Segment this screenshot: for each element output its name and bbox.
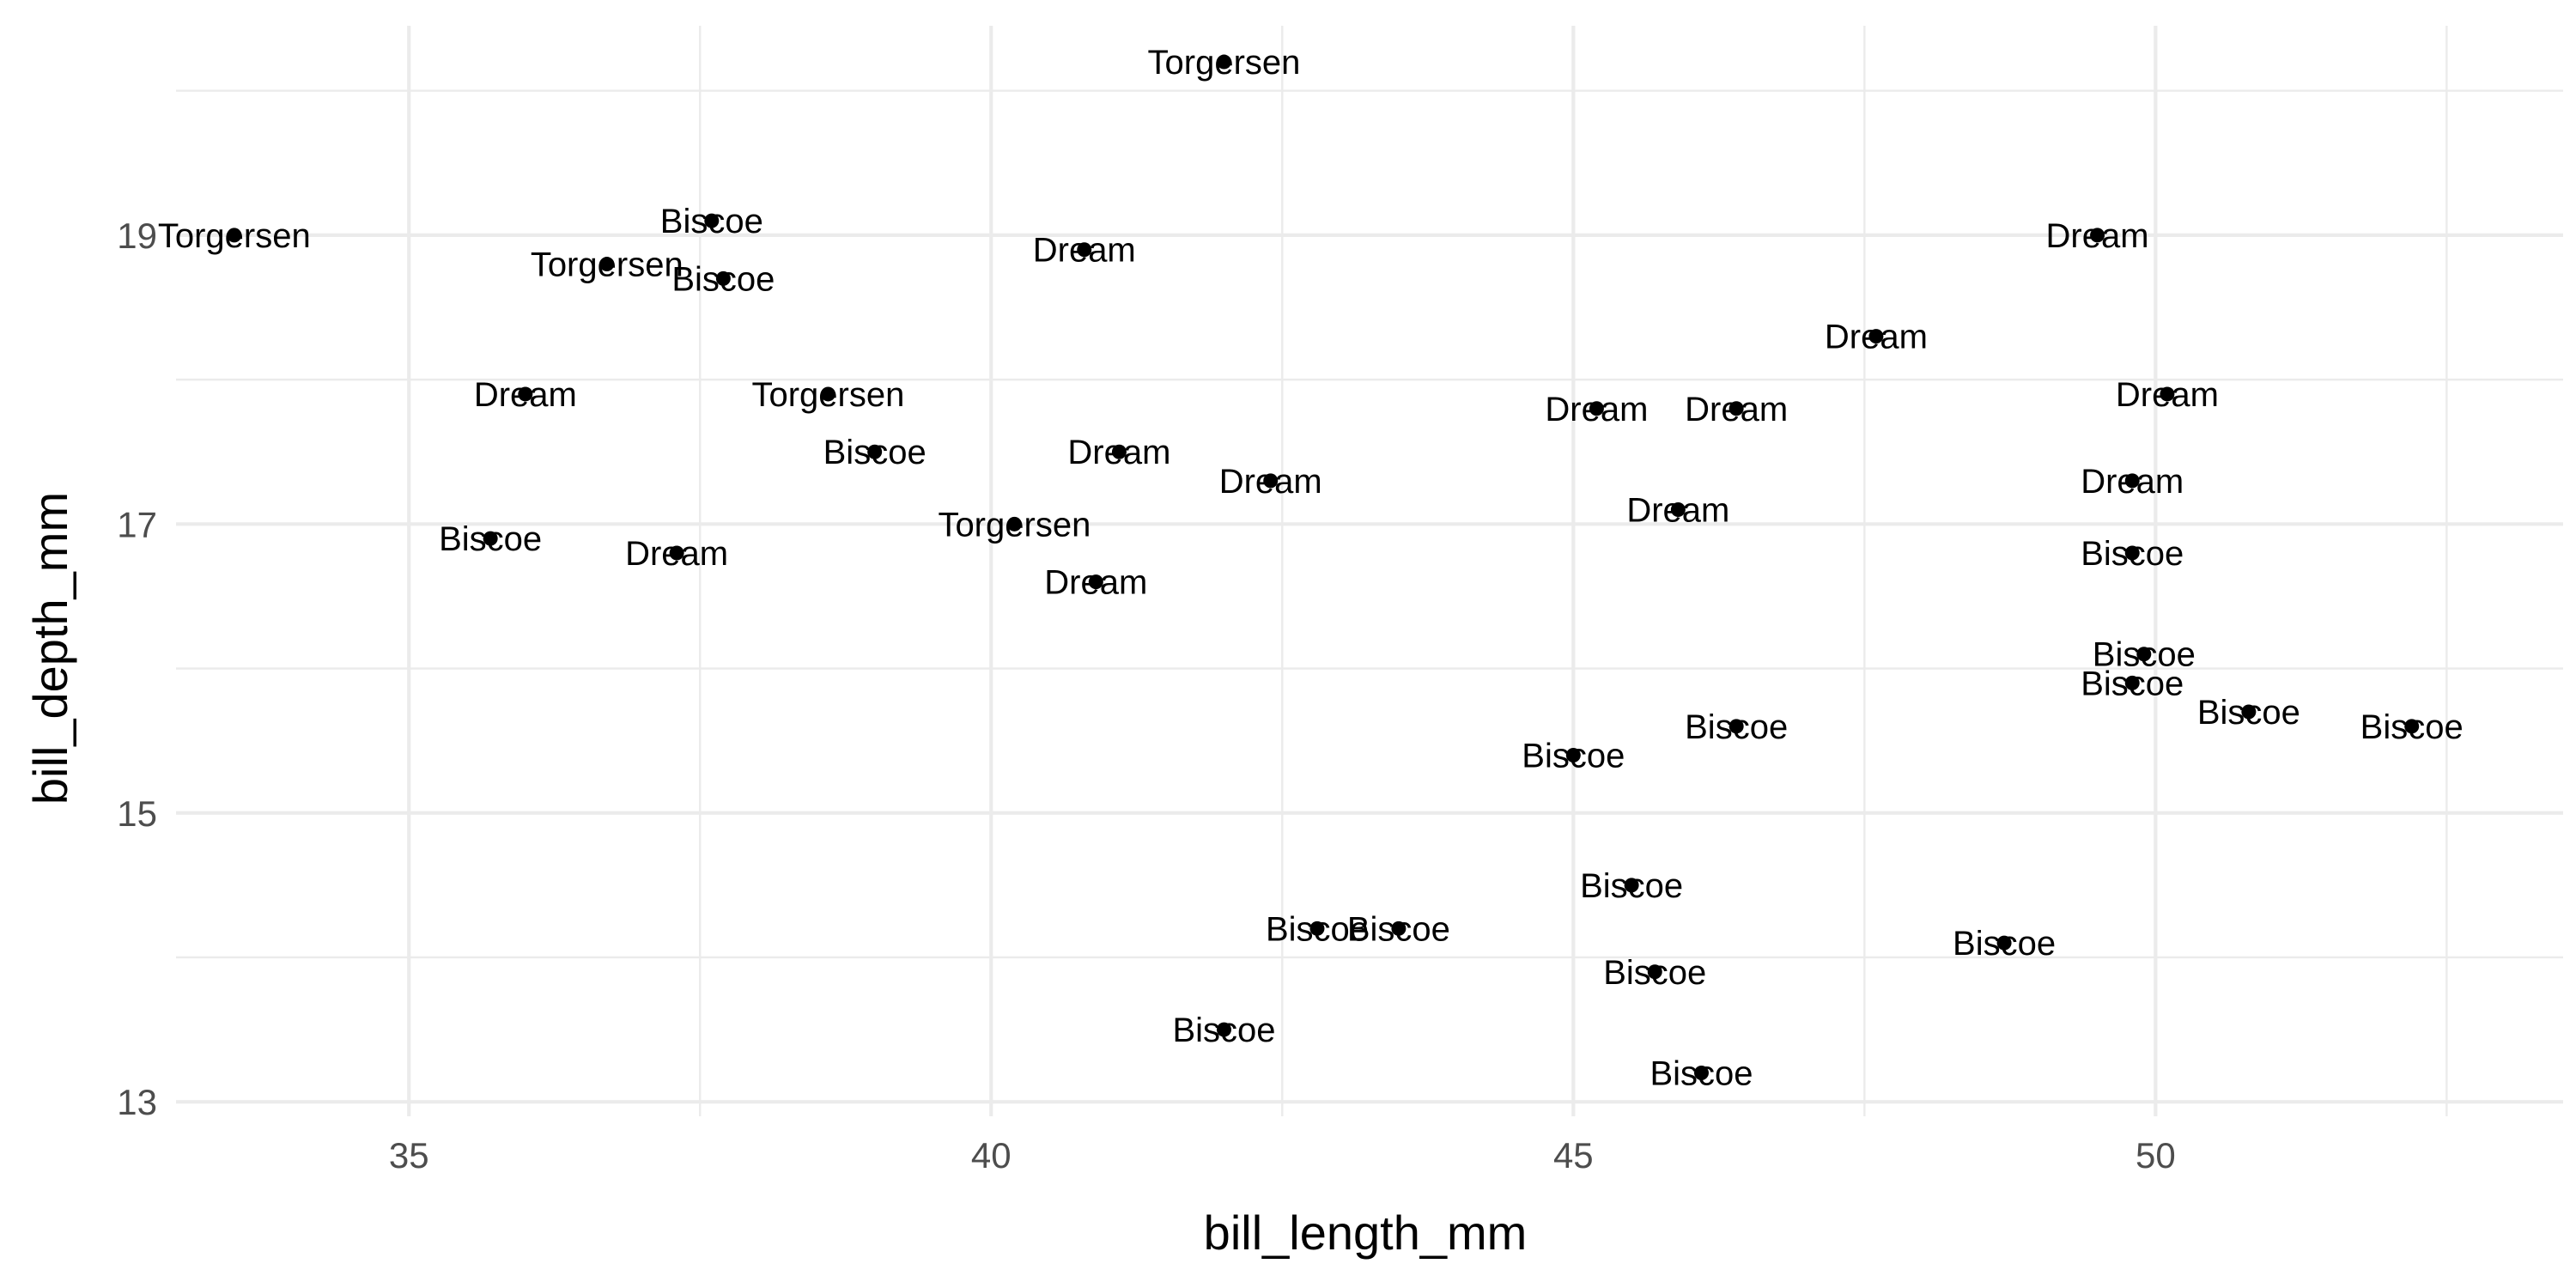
point-label: Biscoe <box>439 520 542 558</box>
data-point <box>669 545 684 561</box>
point-label: Biscoe <box>2360 708 2464 746</box>
data-point <box>2160 386 2175 402</box>
point-label: Biscoe <box>2093 636 2196 674</box>
point-label: Dream <box>1044 564 1147 602</box>
x-tick-label: 50 <box>2136 1135 2176 1176</box>
point-label: Biscoe <box>1685 708 1788 746</box>
data-point <box>1565 747 1581 762</box>
y-axis-tick-labels: 13 15 17 19 <box>117 216 157 1122</box>
data-point <box>2241 704 2257 720</box>
data-point <box>1111 444 1127 459</box>
x-tick-label: 45 <box>1553 1135 1594 1176</box>
point-label: Dream <box>1219 463 1322 501</box>
data-point <box>483 531 498 546</box>
y-tick-label: 15 <box>117 793 157 834</box>
data-point <box>2404 719 2420 734</box>
data-point <box>1996 935 2012 951</box>
point-label: Dream <box>1067 434 1170 471</box>
point-label: Biscoe <box>1522 737 1625 775</box>
data-point <box>1263 473 1279 489</box>
data-point <box>2124 675 2140 690</box>
point-label: Dream <box>1825 319 1928 356</box>
point-label: Biscoe <box>2081 665 2184 702</box>
data-point <box>1624 878 1639 893</box>
minor-gridlines <box>176 26 2563 1116</box>
x-tick-label: 35 <box>389 1135 429 1176</box>
data-point <box>599 257 615 272</box>
data-point <box>2136 647 2152 662</box>
point-label: Biscoe <box>660 203 763 240</box>
data-point <box>704 213 720 228</box>
y-axis-title: bill_depth_mm <box>23 492 77 805</box>
data-point <box>715 270 731 286</box>
data-point <box>1670 502 1686 518</box>
point-label: Biscoe <box>1649 1055 1753 1093</box>
point-label: Biscoe <box>1266 910 1369 948</box>
point-label: Dream <box>1685 391 1788 428</box>
point-label: Biscoe <box>1580 867 1683 905</box>
data-point <box>2124 545 2140 561</box>
point-label: Dream <box>1545 391 1648 428</box>
data-points <box>227 54 2420 1081</box>
data-point <box>1309 920 1325 936</box>
data-point <box>1077 242 1092 258</box>
point-label: Biscoe <box>671 260 775 298</box>
data-point <box>227 228 242 243</box>
point-label: Dream <box>2081 463 2184 501</box>
point-label: Biscoe <box>2197 694 2300 732</box>
y-tick-label: 13 <box>117 1082 157 1122</box>
point-label: Torgersen <box>1148 44 1301 82</box>
data-point <box>1216 54 1231 70</box>
point-label: Biscoe <box>2081 535 2184 573</box>
x-axis-tick-labels: 35 40 45 50 <box>389 1135 2176 1176</box>
data-point <box>2124 473 2140 489</box>
data-point <box>1088 574 1103 590</box>
data-point <box>1647 964 1662 980</box>
point-label: Dream <box>1033 232 1136 270</box>
y-tick-label: 19 <box>117 216 157 256</box>
x-tick-label: 40 <box>971 1135 1012 1176</box>
point-label: Biscoe <box>1172 1012 1275 1049</box>
data-point <box>1391 920 1406 936</box>
point-label: Torgersen <box>751 376 904 414</box>
data-point <box>518 386 533 402</box>
point-label: Biscoe <box>1603 954 1706 992</box>
data-point <box>867 444 883 459</box>
point-label: Biscoe <box>823 434 927 471</box>
data-point <box>1589 401 1604 416</box>
data-point <box>1868 329 1884 344</box>
data-point <box>1216 1022 1231 1037</box>
major-gridlines <box>176 26 2563 1116</box>
data-point <box>820 386 835 402</box>
point-label: Biscoe <box>1347 910 1450 948</box>
data-point <box>1693 1066 1709 1081</box>
point-label: Dream <box>474 376 577 414</box>
data-point <box>1006 516 1022 532</box>
data-point <box>1728 719 1744 734</box>
point-label: Dream <box>2116 376 2219 414</box>
point-label: Torgersen <box>158 217 311 255</box>
point-label: Torgersen <box>531 246 683 284</box>
point-label: Dream <box>625 535 728 573</box>
point-label: Torgersen <box>938 506 1091 544</box>
y-tick-label: 17 <box>117 504 157 544</box>
data-point <box>2090 228 2105 243</box>
data-point <box>1728 401 1744 416</box>
x-axis-title: bill_length_mm <box>1204 1206 1528 1260</box>
point-label: Dream <box>2046 217 2149 255</box>
point-label: Biscoe <box>1953 925 2056 963</box>
point-label: Dream <box>1626 492 1729 530</box>
